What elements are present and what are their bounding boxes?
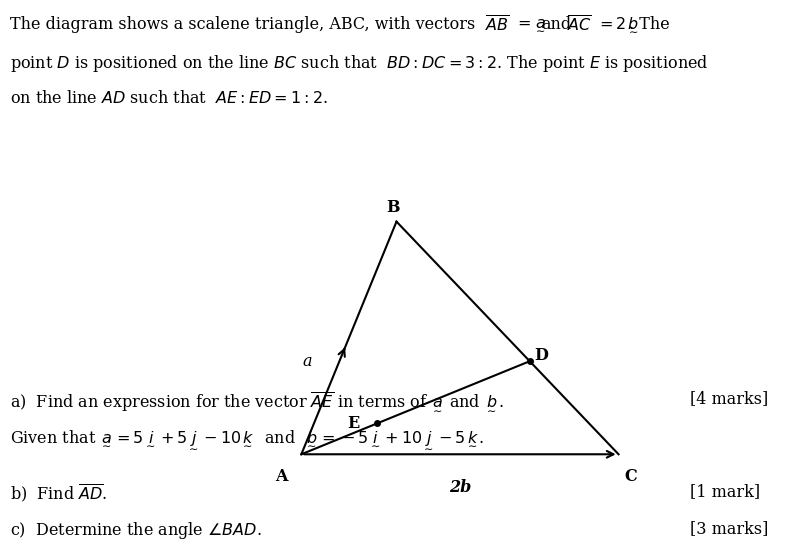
Text: a)  Find an expression for the vector $\overline{AE}$ in terms of $\underset{\si: a) Find an expression for the vector $\o…: [10, 391, 504, 413]
Text: A: A: [275, 468, 288, 485]
Text: c)  Determine the angle $\angle BAD$.: c) Determine the angle $\angle BAD$.: [10, 520, 261, 541]
Text: D: D: [534, 347, 549, 364]
Text: C: C: [624, 468, 637, 485]
Text: point $D$ is positioned on the line $BC$ such that  $BD : DC = 3 : 2$. The point: point $D$ is positioned on the line $BC$…: [10, 53, 708, 74]
Text: b)  Find $\overline{AD}$.: b) Find $\overline{AD}$.: [10, 483, 107, 505]
Text: E: E: [347, 415, 360, 432]
Text: The diagram shows a scalene triangle, ABC, with vectors: The diagram shows a scalene triangle, AB…: [10, 16, 475, 33]
Text: $= \underset{\sim}{a}$: $= \underset{\sim}{a}$: [514, 16, 546, 33]
Text: $\overline{AC}$: $\overline{AC}$: [567, 16, 592, 35]
Text: [4 marks]: [4 marks]: [690, 391, 768, 408]
Text: 2b: 2b: [449, 479, 471, 496]
Text: and: and: [541, 16, 571, 33]
Text: B: B: [385, 199, 400, 216]
Text: [3 marks]: [3 marks]: [690, 520, 768, 537]
Text: $= 2\underset{\sim}{b}$: $= 2\underset{\sim}{b}$: [596, 16, 639, 34]
Text: a: a: [303, 353, 312, 370]
Text: on the line $AD$ such that  $AE : ED = 1 : 2$.: on the line $AD$ such that $AE : ED = 1 …: [10, 90, 328, 107]
Text: $\overline{AB}$: $\overline{AB}$: [485, 16, 510, 35]
Text: . The: . The: [629, 16, 669, 33]
Text: Given that $\underset{\sim}{a} = 5\underset{\sim}{i} + 5\underset{\sim}{j} - 10\: Given that $\underset{\sim}{a} = 5\under…: [10, 429, 484, 452]
Text: [1 mark]: [1 mark]: [690, 483, 760, 500]
